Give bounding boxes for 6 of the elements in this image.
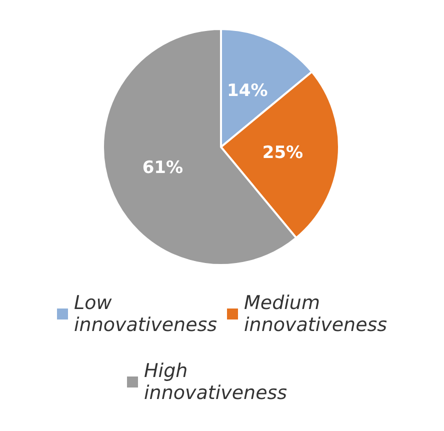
legend-label: High innovativeness [144,360,288,404]
data-label: 61% [142,158,184,178]
data-label: 14% [227,80,268,101]
legend-label: Medium innovativeness [244,292,388,336]
legend-label: Low innovativeness [74,292,218,336]
data-label: 25% [262,142,304,163]
